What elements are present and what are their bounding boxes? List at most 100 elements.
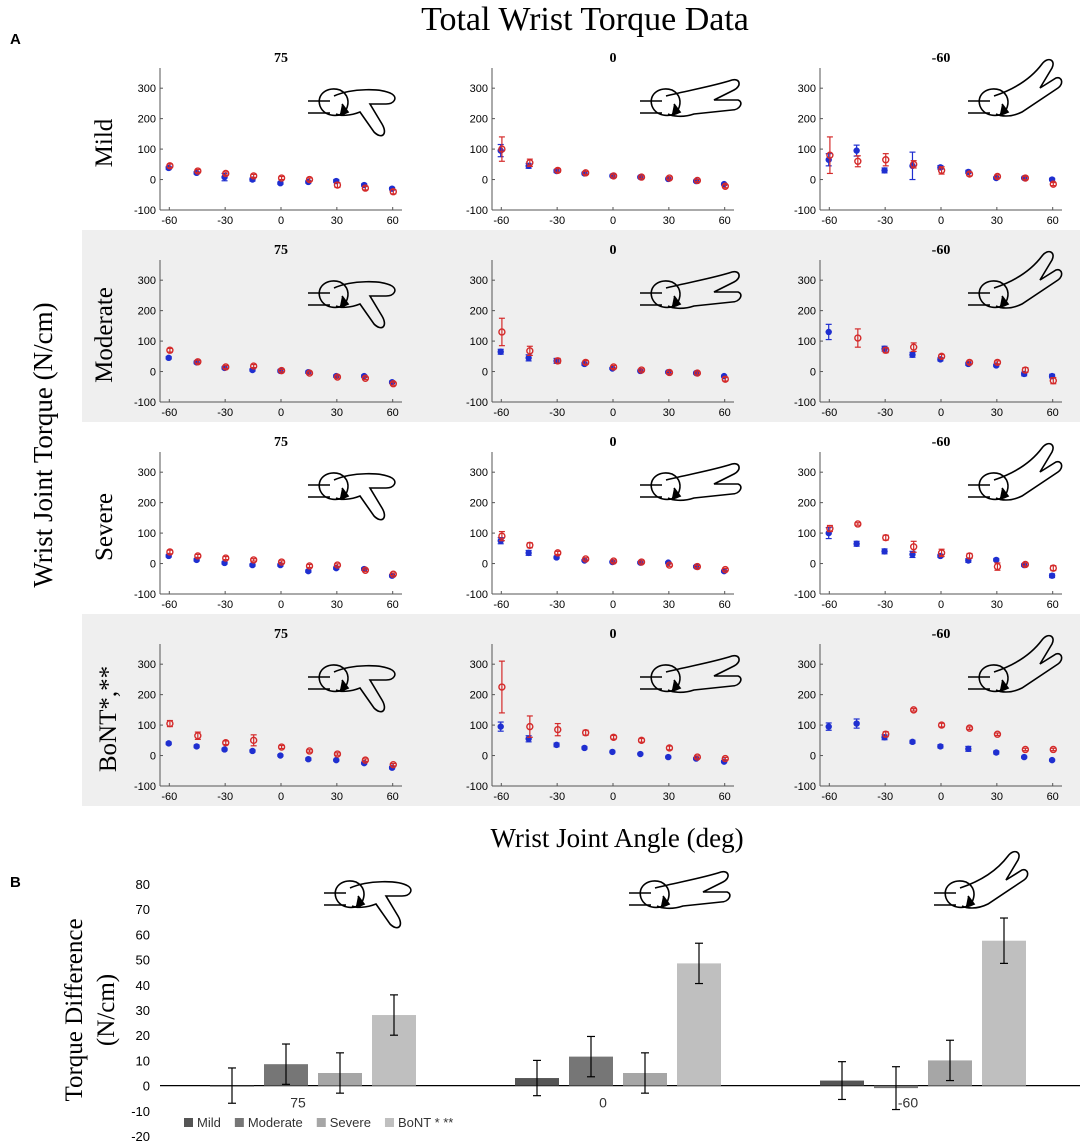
red-point (166, 162, 174, 170)
x-tick-label: 0 (278, 215, 284, 227)
x-tick-label: 30 (331, 791, 343, 803)
arrow-head (339, 295, 350, 307)
hand-outline (333, 472, 396, 521)
x-tick-label: 0 (610, 215, 616, 227)
panel-1-0: 75 300 200 100 0 -100 -60 -30 0 30 60 (134, 243, 402, 419)
blue-point (333, 177, 340, 185)
hand-outline (665, 654, 742, 694)
x-tick-label: -60 (821, 791, 837, 803)
x-tick-label: -30 (877, 215, 893, 227)
column-title: -60 (932, 243, 951, 258)
blue-point (1020, 753, 1028, 761)
y-tick-label: -100 (794, 781, 816, 793)
x-tick-label: 0 (610, 599, 616, 611)
y-tick-label: 100 (138, 144, 156, 156)
y-tick-label: 100 (798, 528, 816, 540)
red-point (965, 170, 974, 178)
x-tick-label: -30 (877, 599, 893, 611)
red-point (965, 724, 974, 732)
red-point (554, 725, 562, 734)
red-point (166, 719, 174, 728)
red-point (389, 760, 397, 769)
x-tick-label: -60 (161, 791, 177, 803)
red-point (1021, 560, 1030, 569)
panel-0-1: 0 300 200 100 0 -100 -60 -30 0 30 60 (466, 51, 742, 227)
hand-outline (993, 250, 1063, 309)
red-point (249, 172, 258, 180)
x-tick-label: -60 (821, 599, 837, 611)
bar-y-tick-label: 30 (136, 1003, 150, 1018)
panel-1-2: -60 300 200 100 0 -100 -60 -30 0 30 60 (794, 243, 1063, 419)
y-tick-label: 300 (138, 467, 156, 479)
arrow-head (339, 103, 350, 115)
red-point (665, 368, 674, 377)
x-tick-label: -60 (821, 215, 837, 227)
x-tick-label: 60 (719, 407, 731, 419)
y-tick-label: 100 (138, 336, 156, 348)
red-point (993, 730, 1002, 738)
x-tick-label: 30 (991, 599, 1003, 611)
y-tick-label: -100 (466, 781, 488, 793)
red-point (581, 729, 590, 737)
y-tick-label: 200 (798, 306, 816, 318)
bar-y-label-line1: Torque Difference (61, 918, 88, 1101)
blue-point (1048, 572, 1056, 579)
bar-y-tick-label: 40 (136, 978, 150, 993)
y-tick-label: 0 (150, 559, 156, 571)
y-tick-label: 100 (470, 720, 488, 732)
y-tick-label: -100 (794, 589, 816, 601)
red-point (693, 562, 702, 571)
blue-point (909, 351, 916, 358)
y-tick-label: 200 (138, 114, 156, 126)
red-point (637, 736, 646, 745)
arrow-head (671, 679, 682, 691)
red-point (222, 363, 230, 371)
x-tick-label: -30 (217, 407, 233, 419)
y-tick-label: -100 (466, 205, 488, 217)
hand-icon (640, 270, 742, 310)
y-tick-label: 0 (482, 559, 488, 571)
x-tick-label: 30 (331, 599, 343, 611)
y-tick-label: 300 (798, 467, 816, 479)
arrow-head (965, 895, 976, 907)
red-point (909, 343, 918, 351)
bar-y-tick-label: 0 (143, 1079, 150, 1094)
y-tick-label: 0 (810, 175, 816, 187)
red-point (526, 541, 534, 549)
y-tick-label: -100 (134, 205, 156, 217)
hand-icon (308, 280, 396, 329)
figure-title: Total Wrist Torque Data (421, 1, 749, 38)
red-point (305, 175, 314, 184)
red-point (882, 156, 890, 164)
red-point (581, 358, 590, 367)
y-tick-label: 0 (150, 175, 156, 187)
red-point (333, 561, 342, 569)
x-tick-label: 30 (331, 407, 343, 419)
red-point (1049, 376, 1057, 385)
y-tick-label: 0 (482, 175, 488, 187)
red-point (882, 533, 890, 542)
red-point (277, 558, 286, 566)
y-tick-label: 0 (810, 559, 816, 571)
bar-chart: Torque Difference (N/cm) 80 70 60 50 40 30 20 10 0… (61, 850, 1080, 1144)
y-tick-label: 200 (798, 690, 816, 702)
y-tick-label: 200 (138, 690, 156, 702)
bar-category-label: -60 (898, 1095, 918, 1111)
y-tick-label: -100 (794, 205, 816, 217)
rotation-arrow (318, 664, 349, 693)
rotation-arrow (650, 664, 681, 693)
row-label-3: BoNT*,** (95, 666, 122, 772)
y-tick-label: 300 (138, 83, 156, 95)
rotation-arrow (334, 880, 365, 909)
y-tick-label: -100 (134, 781, 156, 793)
blue-point (909, 738, 916, 746)
x-tick-label: -30 (877, 407, 893, 419)
panel-3-0: 75 300 200 100 0 -100 -60 -30 0 30 60 (134, 627, 402, 803)
red-point (361, 566, 370, 574)
y-tick-label: 300 (798, 275, 816, 287)
column-title: 0 (610, 435, 617, 450)
arrow-head (999, 679, 1010, 691)
bar-y-tick-label: 20 (136, 1028, 150, 1043)
y-tick-label: 300 (798, 659, 816, 671)
row-label-2: Severe (91, 493, 118, 561)
